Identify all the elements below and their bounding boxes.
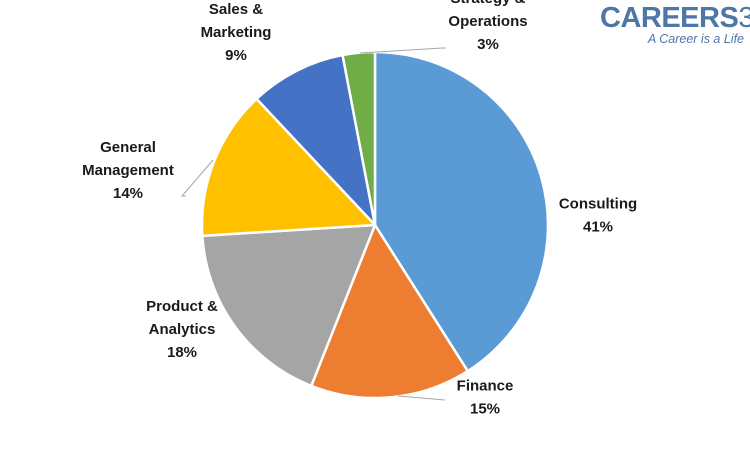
- leader-line-finance: [397, 395, 446, 401]
- slice-label-sales-marketing: Sales & Marketing 9%: [201, 1, 272, 64]
- leader-line-strategy-operations: [359, 47, 446, 54]
- leader-line-general-management: [180, 159, 214, 197]
- pie-slice-product-analytics: [201, 223, 377, 388]
- slice-label-strategy-operations: Strategy & Operations 3%: [448, 0, 527, 53]
- slice-value-label: 41%: [583, 219, 613, 236]
- slice-name-label: Operations: [448, 13, 527, 30]
- slice-name-label: Product &: [146, 298, 218, 315]
- slice-name-label: Finance: [457, 378, 514, 395]
- slice-name-label: Sales &: [209, 1, 263, 18]
- slice-label-consulting: Consulting 41%: [559, 196, 637, 236]
- slice-name-label: Analytics: [149, 321, 216, 338]
- slice-name-label: Marketing: [201, 24, 272, 41]
- slice-value-label: 3%: [477, 36, 499, 53]
- slice-value-label: 18%: [167, 344, 197, 361]
- slice-label-product-analytics: Product & Analytics 18%: [146, 298, 218, 361]
- slice-label-general-management: General Management 14%: [82, 139, 174, 202]
- slice-value-label: 9%: [225, 47, 247, 64]
- slice-name-label: Consulting: [559, 196, 637, 213]
- brand-name: CAREERS360: [600, 2, 750, 34]
- slice-name-label: General: [100, 139, 156, 156]
- brand-logo: CAREERS360 A Career is a Life: [600, 2, 750, 46]
- slice-name-label: Strategy &: [450, 0, 525, 7]
- pie-slice-sales-marketing: [255, 53, 377, 227]
- slice-label-finance: Finance 15%: [457, 378, 514, 418]
- slice-value-label: 14%: [113, 185, 143, 202]
- slice-value-label: 15%: [470, 401, 500, 418]
- brand-wordmark: CAREERS: [600, 2, 739, 34]
- brand-tagline: A Career is a Life: [647, 32, 744, 46]
- pie-slice-general-management: [200, 97, 377, 238]
- brand-number: 360: [738, 2, 750, 34]
- slice-name-label: Management: [82, 162, 174, 179]
- pie-slice-finance: [310, 223, 469, 400]
